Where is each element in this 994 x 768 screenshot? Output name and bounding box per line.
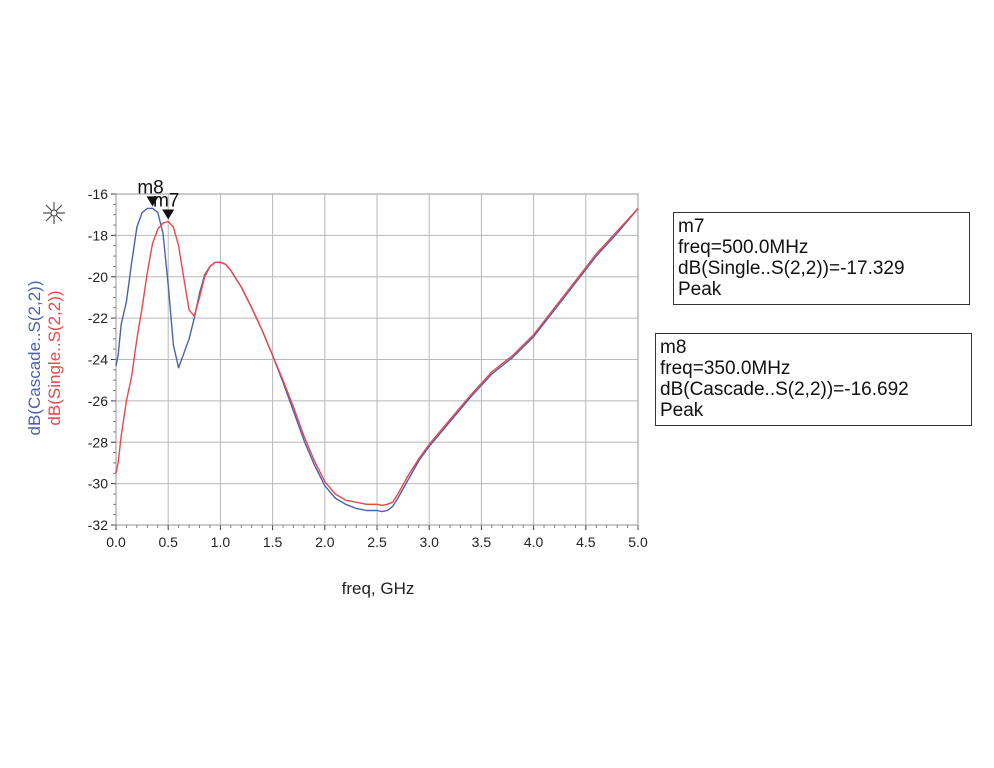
y-axis-label-cascade: dB(Cascade..S(2,2)) [25, 281, 44, 436]
x-tick-label: 1.0 [211, 534, 231, 550]
marker-box-value: dB(Cascade..S(2,2))=-16.692 [660, 379, 909, 400]
marker-box-m7: m7 freq=500.0MHz dB(Single..S(2,2))=-17.… [673, 212, 970, 305]
marker-box-name: m8 [660, 337, 687, 358]
x-tick-label: 2.0 [315, 534, 335, 550]
series-line-single [115, 208, 639, 506]
marker-label-m7: m7 [153, 190, 179, 211]
x-tick-label: 4.0 [524, 534, 544, 550]
y-tick-label: -30 [88, 476, 108, 492]
marker-box-name: m7 [678, 216, 705, 237]
y-tick-label: -32 [88, 517, 108, 533]
y-axis-label-single: dB(Single..S(2,2)) [45, 290, 64, 425]
marker-triangle-m8 [146, 196, 159, 207]
y-tick-label: -20 [88, 269, 108, 285]
x-axis-label: freq, GHz [342, 579, 415, 598]
marker-box-type: Peak [678, 279, 722, 300]
tick-group: 0.0 0.5 1.0 1.5 2.0 2.5 3.0 3.5 4.0 4.5 5.0 -16 -18 -… [88, 186, 648, 550]
x-tick-label: 2.5 [367, 534, 387, 550]
series-group [115, 207, 639, 513]
marker-box-freq: freq=350.0MHz [660, 358, 791, 379]
x-tick-label: 4.5 [576, 534, 596, 550]
marker-box-m8: m8 freq=350.0MHz dB(Cascade..S(2,2))=-16… [655, 333, 972, 426]
marker-triangle-m7 [162, 209, 175, 220]
x-tick-label: 3.5 [472, 534, 492, 550]
marker-box-freq: freq=500.0MHz [678, 237, 809, 258]
x-tick-label: 3.0 [419, 534, 439, 550]
y-tick-label: -24 [88, 352, 108, 368]
y-tick-label: -26 [88, 393, 108, 409]
x-tick-label: 1.5 [263, 534, 283, 550]
y-tick-label: -28 [88, 434, 108, 450]
y-tick-label: -16 [88, 186, 108, 202]
marker-label-m8: m8 [137, 177, 163, 198]
marker-box-type: Peak [660, 400, 704, 421]
y-tick-label: -18 [88, 227, 108, 243]
x-tick-label: 0.0 [106, 534, 126, 550]
x-tick-label: 5.0 [628, 534, 648, 550]
x-tick-label: 0.5 [158, 534, 178, 550]
marker-box-value: dB(Single..S(2,2))=-17.329 [678, 258, 905, 279]
logo-icon [43, 202, 65, 224]
y-tick-label: -22 [88, 310, 108, 326]
